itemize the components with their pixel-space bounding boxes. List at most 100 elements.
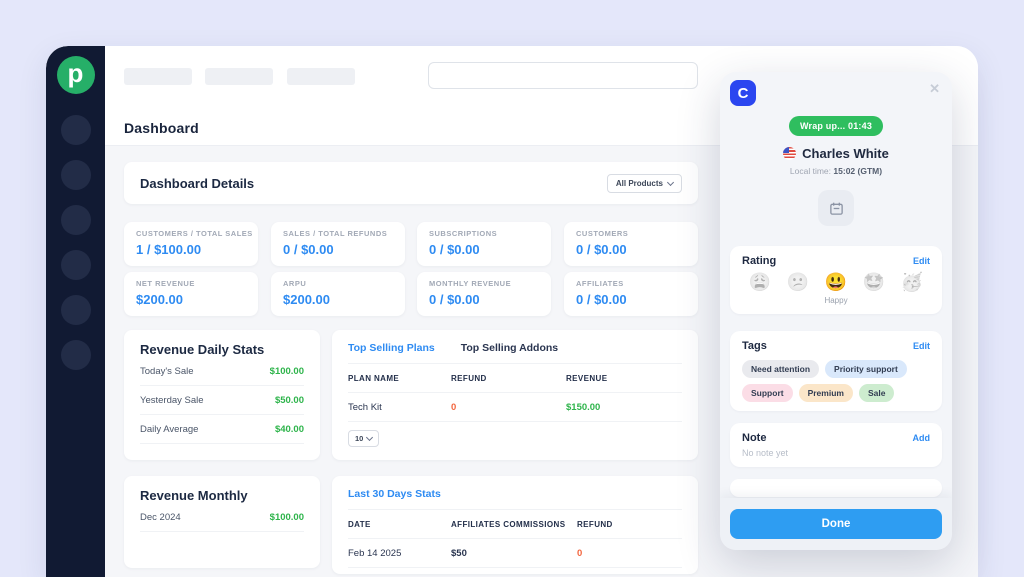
note-title: Note bbox=[742, 432, 767, 444]
daily-row-value: $50.00 bbox=[274, 394, 304, 406]
widget-footer: Done bbox=[720, 498, 952, 550]
rating-emoji-happy-selected[interactable]: 😃 Happy bbox=[820, 272, 852, 305]
tag-support[interactable]: Support bbox=[742, 384, 793, 402]
tag-priority-support[interactable]: Priority support bbox=[825, 360, 907, 378]
nav-placeholder-3 bbox=[287, 68, 355, 85]
sidebar-item-1[interactable] bbox=[60, 115, 91, 145]
us-flag-icon bbox=[783, 147, 797, 160]
daily-row-value: $40.00 bbox=[274, 423, 304, 435]
note-empty-text: No note yet bbox=[742, 448, 789, 458]
tags-title: Tags bbox=[742, 340, 767, 352]
stat-label: SALES / TOTAL REFUNDS bbox=[283, 229, 388, 238]
tags-edit-link[interactable]: Edit bbox=[913, 341, 930, 351]
tags-card: Tags Edit Need attention Priority suppor… bbox=[730, 331, 942, 411]
stat-tile-customers: CUSTOMERS 0 / $0.00 bbox=[564, 222, 698, 266]
sidebar-item-2[interactable] bbox=[60, 160, 91, 190]
search-input[interactable] bbox=[428, 62, 698, 89]
sidebar-nav bbox=[60, 115, 91, 370]
dashboard-details-title: Dashboard Details bbox=[140, 175, 255, 191]
sidebar: p bbox=[46, 46, 105, 577]
stat-value: 0 / $0.00 bbox=[576, 242, 627, 257]
monthly-row-value: $100.00 bbox=[269, 511, 304, 523]
sidebar-item-4[interactable] bbox=[60, 250, 91, 280]
rating-emoji-great[interactable]: 🤩 bbox=[858, 272, 890, 293]
stat-label: ARPU bbox=[283, 279, 307, 288]
star-struck-face-icon: 🤩 bbox=[862, 272, 886, 292]
revenue-monthly-card: Revenue Monthly Dec 2024 $100.00 bbox=[124, 476, 320, 568]
stat-tile-customers-total-sales: CUSTOMERS / TOTAL SALES 1 / $100.00 bbox=[124, 222, 258, 266]
stat-value: $200.00 bbox=[136, 292, 183, 307]
note-add-link[interactable]: Add bbox=[912, 433, 931, 443]
stat-tile-affiliates: AFFILIATES 0 / $0.00 bbox=[564, 272, 698, 316]
local-time: Local time: 15:02 (GTM) bbox=[720, 166, 952, 176]
tag-premium[interactable]: Premium bbox=[798, 384, 853, 402]
chevron-down-icon bbox=[366, 433, 374, 442]
tag-need-attention[interactable]: Need attention bbox=[742, 360, 820, 378]
nav-placeholder-1 bbox=[124, 68, 192, 85]
rating-title: Rating bbox=[742, 255, 777, 267]
table-row: Feb 14 2025 $50 0 bbox=[348, 539, 682, 568]
app-logo-letter: p bbox=[67, 58, 84, 88]
call-widget: C ✕ Wrap up... 01:43 Charles White Local… bbox=[720, 72, 952, 550]
product-filter-value: All Products bbox=[615, 178, 663, 188]
wrap-up-timer-badge: Wrap up... 01:43 bbox=[788, 116, 884, 136]
stat-tile-subscriptions: SUBSCRIPTIONS 0 / $0.00 bbox=[417, 222, 551, 266]
tab-top-selling-addons[interactable]: Top Selling Addons bbox=[460, 342, 559, 354]
schedule-button[interactable] bbox=[818, 190, 854, 226]
stat-value: 0 / $0.00 bbox=[283, 242, 334, 257]
daily-row-value: $100.00 bbox=[269, 365, 304, 377]
last-30-header-row: DATE AFFILIATES COMMISSIONS REFUND bbox=[348, 510, 682, 539]
contact-row: Charles White bbox=[720, 146, 952, 161]
rating-emoji-bad[interactable]: 😕 bbox=[782, 272, 814, 293]
close-icon[interactable]: ✕ bbox=[929, 81, 940, 96]
party-face-icon: 🥳 bbox=[900, 272, 924, 292]
stat-value: 0 / $0.00 bbox=[576, 292, 627, 307]
next-section-peek bbox=[730, 479, 942, 497]
stat-value: 0 / $0.00 bbox=[429, 242, 480, 257]
local-time-value: 15:02 (GTM) bbox=[833, 166, 883, 176]
stat-value: $200.00 bbox=[283, 292, 330, 307]
col-date: DATE bbox=[348, 519, 371, 529]
stat-label: NET REVENUE bbox=[136, 279, 195, 288]
widget-contact-section: Wrap up... 01:43 Charles White Local tim… bbox=[720, 108, 952, 226]
revenue-daily-stats-card: Revenue Daily Stats Today's Sale $100.00… bbox=[124, 330, 320, 460]
sidebar-item-5[interactable] bbox=[60, 295, 91, 325]
contact-name: Charles White bbox=[802, 146, 889, 161]
sidebar-item-6[interactable] bbox=[60, 340, 91, 370]
top-selling-header-row: PLAN NAME REFUND REVENUE bbox=[348, 364, 682, 393]
done-button[interactable]: Done bbox=[730, 509, 942, 539]
calendar-icon bbox=[829, 202, 843, 215]
revenue-monthly-title: Revenue Monthly bbox=[140, 488, 248, 503]
stat-tile-monthly-revenue: MONTHLY REVENUE 0 / $0.00 bbox=[417, 272, 551, 316]
col-refund: REFUND bbox=[577, 519, 613, 529]
chevron-down-icon bbox=[666, 178, 675, 186]
daily-row-average: Daily Average $40.00 bbox=[140, 415, 304, 444]
cell-refund: 0 bbox=[577, 547, 583, 559]
local-time-label: Local time: bbox=[789, 166, 832, 176]
stat-label: AFFILIATES bbox=[576, 279, 624, 288]
col-refund: REFUND bbox=[451, 373, 487, 383]
last-30-days-title: Last 30 Days Stats bbox=[348, 488, 682, 510]
stat-label: CUSTOMERS / TOTAL SALES bbox=[136, 229, 253, 238]
rating-card: Rating Edit 😩 😕 😃 Happy 🤩 🥳 bbox=[730, 246, 942, 314]
cloudtalk-logo: C bbox=[730, 80, 756, 106]
col-revenue: REVENUE bbox=[566, 373, 608, 383]
cell-refund: 0 bbox=[451, 401, 457, 413]
monthly-row-label: Dec 2024 bbox=[140, 511, 181, 523]
rating-emoji-terrible[interactable]: 😩 bbox=[744, 272, 776, 293]
sidebar-item-3[interactable] bbox=[60, 205, 91, 235]
tab-top-selling-plans[interactable]: Top Selling Plans bbox=[348, 342, 435, 354]
page-size-select[interactable]: 10 bbox=[348, 430, 380, 447]
last-30-days-card: Last 30 Days Stats DATE AFFILIATES COMMI… bbox=[332, 476, 698, 574]
product-filter-select[interactable]: All Products bbox=[606, 173, 682, 193]
revenue-daily-title: Revenue Daily Stats bbox=[140, 342, 265, 357]
widget-header: C ✕ bbox=[720, 72, 952, 108]
app-logo[interactable]: p bbox=[56, 56, 95, 94]
nav-placeholder-2 bbox=[205, 68, 273, 85]
rating-emoji-amazing[interactable]: 🥳 bbox=[896, 272, 928, 293]
page-size-value: 10 bbox=[355, 434, 364, 443]
tag-sale[interactable]: Sale bbox=[858, 384, 895, 402]
rating-edit-link[interactable]: Edit bbox=[913, 256, 930, 266]
col-affiliates-commissions: AFFILIATES COMMISSIONS bbox=[451, 519, 566, 529]
cloudtalk-logo-letter: C bbox=[737, 84, 749, 102]
